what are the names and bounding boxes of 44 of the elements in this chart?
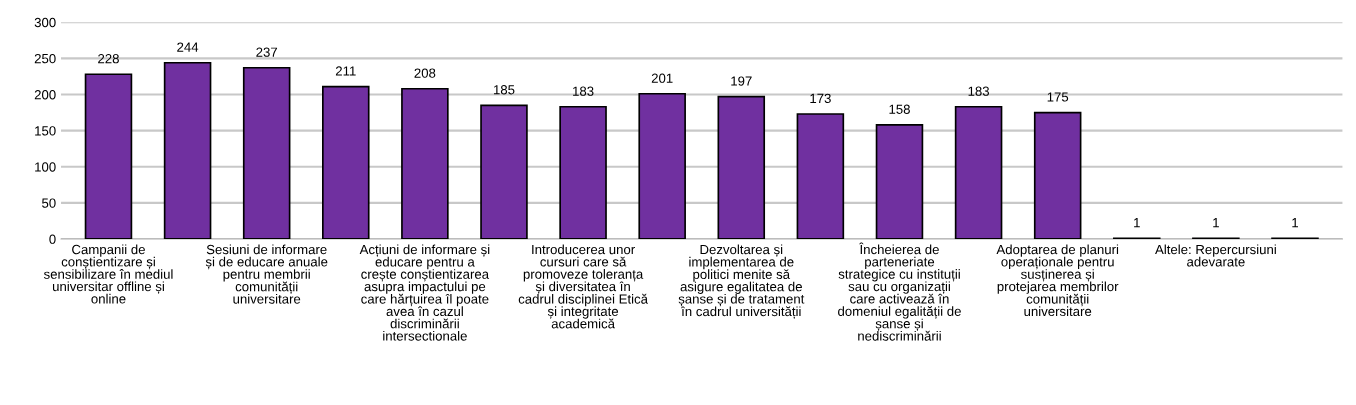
data-label: 197 bbox=[731, 76, 752, 86]
x-tick-label: Sesiuni de informare și de educare anuale pentru membrii comunității universitare bbox=[205, 244, 328, 304]
data-label: 173 bbox=[810, 93, 831, 104]
x-tick-label: Adoptarea de planuri operaționale pentru susținerea și protejarea membrilor comunității universitare bbox=[996, 244, 1119, 317]
bar bbox=[242, 66, 291, 239]
y-tick-label: 300 bbox=[34, 17, 56, 28]
data-label: 208 bbox=[414, 68, 436, 78]
x-tick-label: Campanii de conștientizare și sensibilizare în mediul universitar offline și online bbox=[43, 244, 173, 304]
bar bbox=[480, 104, 528, 239]
bar bbox=[559, 105, 607, 239]
y-tick-label: 200 bbox=[34, 90, 56, 100]
data-label: 183 bbox=[968, 86, 990, 96]
data-label: 1 bbox=[1292, 218, 1299, 228]
bar bbox=[84, 73, 133, 239]
y-tick-label: 250 bbox=[34, 53, 56, 64]
data-label: 228 bbox=[98, 53, 119, 64]
x-tick-label: Acțiuni de informare și educare pentru a crește conștientizarea asupra impactului pe care hărțuirea îl poate avea în cazul discriminării intersectionale bbox=[359, 244, 490, 341]
x-tick-label: Altele: Repercursiuni adevarate bbox=[1155, 244, 1276, 267]
data-label: 244 bbox=[177, 42, 199, 52]
bar bbox=[322, 85, 370, 239]
x-tick-label: Dezvoltarea și implementarea de politici menite să asigure egalitatea de șanse și de tratament în cadrul universității bbox=[678, 244, 805, 319]
bar bbox=[717, 95, 766, 239]
data-label: 175 bbox=[1047, 92, 1069, 102]
data-label: 237 bbox=[256, 47, 278, 57]
bar bbox=[163, 61, 212, 239]
y-tick-label: 50 bbox=[42, 198, 56, 208]
data-label: 201 bbox=[651, 73, 673, 83]
bar bbox=[401, 87, 449, 239]
y-tick-label: 150 bbox=[35, 126, 56, 136]
bar bbox=[954, 105, 1003, 239]
bar bbox=[875, 123, 924, 239]
bar bbox=[638, 92, 686, 239]
bar bbox=[1033, 111, 1082, 239]
data-label: 1 bbox=[1213, 218, 1219, 228]
x-tick-label: Introducerea unor cursuri care să promoveze toleranța și diversitatea în cadrul disciplinei Etică și integritate academică bbox=[518, 244, 648, 329]
data-label: 185 bbox=[493, 85, 515, 95]
y-tick-label: 0 bbox=[49, 234, 56, 244]
bar bbox=[796, 113, 845, 239]
y-tick-label: 100 bbox=[35, 162, 56, 172]
data-label: 211 bbox=[335, 66, 356, 76]
data-label: 1 bbox=[1134, 218, 1140, 228]
data-label: 183 bbox=[573, 86, 594, 96]
x-tick-label: Încheierea de parteneriate strategice cu instituții sau cu organizații care activează în domeniul egalității de șanse și nediscriminării bbox=[838, 242, 961, 341]
data-label: 158 bbox=[889, 104, 910, 114]
